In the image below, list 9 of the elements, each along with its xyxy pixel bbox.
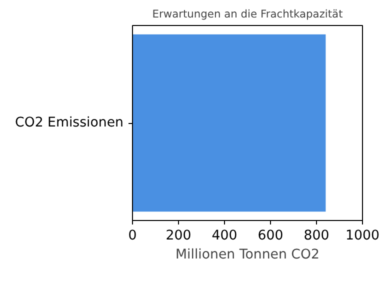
x-tick-label: 400	[212, 228, 238, 244]
x-tick-label: 1000	[346, 228, 380, 244]
x-axis-title: Millionen Tonnen CO2	[176, 248, 320, 262]
x-tick-label: 200	[166, 228, 192, 244]
x-tick-label: 800	[304, 228, 330, 244]
y-tick-label: CO2 Emissionen	[15, 116, 124, 130]
x-tick-label: 0	[128, 228, 137, 244]
x-tick-label: 600	[258, 228, 284, 244]
chart-title: Erwartungen an die Frachtkapazität	[152, 8, 343, 20]
